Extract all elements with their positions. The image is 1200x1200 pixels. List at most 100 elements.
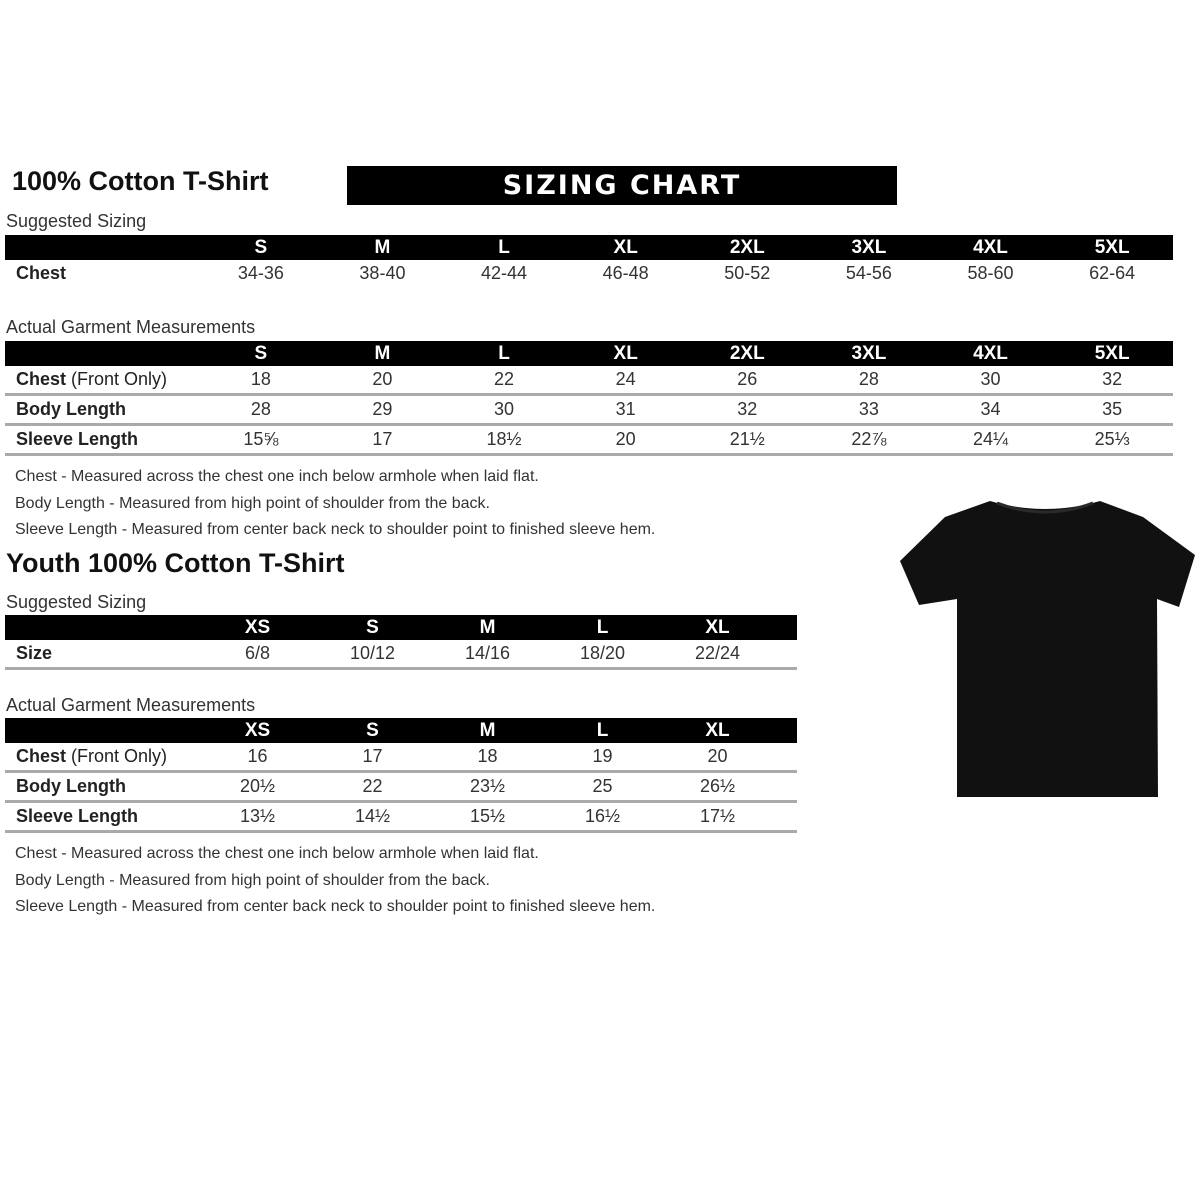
youth-notes: Chest - Measured across the chest one in… [15, 841, 655, 921]
size-header: M [430, 718, 545, 743]
size-header: 4XL [929, 341, 1052, 366]
header-blank [5, 615, 200, 640]
youth-suggested-table: XS S M L XL Size 6/8 10/12 14/16 18/20 22/24 [5, 615, 797, 670]
table-row: Body Length 20½ 22 23½ 25 26½ [5, 771, 797, 803]
table-cell: 20½ [200, 771, 315, 803]
row-label-text: Body Length [16, 399, 126, 419]
note-chest: Chest - Measured across the chest one in… [15, 468, 539, 485]
size-header: S [315, 615, 430, 640]
table-cell: 24¼ [929, 424, 1052, 456]
adult-title: 100% Cotton T-Shirt [12, 166, 269, 196]
table-cell: 26 [686, 366, 809, 396]
table-cell: 32 [1051, 366, 1173, 396]
size-header: XS [200, 718, 315, 743]
row-label: Body Length [5, 394, 201, 426]
table-row: Chest (Front Only) 16 17 18 19 20 [5, 743, 797, 773]
adult-actual-table: S M L XL 2XL 3XL 4XL 5XL Chest (Front Only) 18 20 2… [5, 341, 1173, 456]
size-header: 3XL [808, 341, 930, 366]
table-cell: 54-56 [845, 263, 892, 283]
header-blank [775, 615, 797, 640]
table-cell: 18/20 [545, 640, 660, 670]
table-cell: 33 [808, 394, 930, 426]
table-cell: 32 [686, 394, 809, 426]
table-cell: 18 [430, 743, 545, 773]
header-blank [5, 341, 201, 366]
size-header: 5XL [1051, 235, 1173, 260]
header-blank [5, 235, 201, 260]
table-cell: 22/24 [660, 640, 775, 670]
row-label-text: Body Length [16, 776, 126, 796]
adult-notes: Chest - Measured across the chest one in… [15, 464, 655, 544]
size-header: M [430, 615, 545, 640]
table-cell: 21½ [686, 424, 809, 456]
row-label-text: Chest [16, 263, 67, 283]
table-cell: 22⅞ [808, 424, 930, 456]
size-header-row: XS S M L XL [5, 615, 797, 640]
table-cell: 15⅝ [200, 424, 322, 456]
note-sleeve-length: Sleeve Length - Measured from center bac… [15, 898, 656, 915]
size-header: S [200, 235, 322, 260]
table-cell: 22 [315, 771, 430, 803]
table-cell: 13½ [200, 801, 315, 833]
note-chest: Chest - Measured across the chest one in… [15, 845, 539, 862]
youth-suggested-label: Suggested Sizing [6, 592, 147, 612]
youth-title: Youth 100% Cotton T-Shirt [6, 548, 345, 578]
table-row: Body Length 28 29 30 31 32 33 34 35 [5, 394, 1173, 426]
table-cell: 14½ [315, 801, 430, 833]
row-label: Sleeve Length [5, 801, 200, 833]
row-label: Size [5, 640, 200, 670]
table-cell: 20 [321, 366, 444, 396]
size-header: S [200, 341, 322, 366]
table-row: Sleeve Length 13½ 14½ 15½ 16½ 17½ [5, 801, 797, 833]
table-cell: 30 [443, 394, 565, 426]
row-label-text: Chest [16, 369, 67, 389]
table-cell: 18½ [443, 424, 565, 456]
size-header: L [545, 615, 660, 640]
table-cell: 22 [443, 366, 565, 396]
table-cell: 17 [321, 424, 444, 456]
table-cell: 34-36 [237, 263, 284, 283]
table-cell: 10/12 [315, 640, 430, 670]
sizing-chart-banner: SIZING CHART [347, 166, 897, 205]
table-cell: 62-64 [1089, 263, 1136, 283]
table-cell-blank [775, 801, 797, 833]
table-cell: 29 [321, 394, 444, 426]
table-cell: 35 [1051, 394, 1173, 426]
size-header: XS [200, 615, 315, 640]
size-header: L [443, 341, 565, 366]
size-header: 4XL [929, 235, 1052, 260]
table-cell: 20 [564, 424, 687, 456]
table-cell: 25 [545, 771, 660, 803]
adult-suggested-label: Suggested Sizing [6, 211, 147, 231]
size-header: XL [660, 718, 775, 743]
row-label: Chest (Front Only) [5, 743, 200, 773]
row-label-suffix: (Front Only) [66, 746, 168, 766]
size-header: L [545, 718, 660, 743]
row-label-text: Chest [16, 746, 67, 766]
table-cell: 26½ [660, 771, 775, 803]
size-header: M [321, 235, 444, 260]
table-cell-blank [775, 640, 797, 670]
row-label-text: Sleeve Length [16, 806, 139, 826]
note-body-length: Body Length - Measured from high point o… [15, 494, 490, 512]
row-label: Sleeve Length [5, 424, 201, 456]
row-label: Chest (Front Only) [5, 366, 201, 396]
row-label: Body Length [5, 771, 200, 803]
size-header-row: S M L XL 2XL 3XL 4XL 5XL [5, 235, 1173, 260]
table-cell: 20 [660, 743, 775, 773]
note-body-length: Body Length - Measured from high point o… [15, 871, 490, 889]
table-cell: 17 [315, 743, 430, 773]
row-label-text: Sleeve Length [16, 429, 139, 449]
table-cell-blank [775, 743, 797, 773]
table-cell: 18 [200, 366, 322, 396]
table-cell: 30 [929, 366, 1052, 396]
table-cell: 16½ [545, 801, 660, 833]
size-header: 5XL [1051, 341, 1173, 366]
youth-actual-table: XS S M L XL Chest (Front Only) 16 17 18 19 20 Body … [5, 718, 797, 833]
table-cell: 6/8 [200, 640, 315, 670]
header-blank [775, 718, 797, 743]
table-row: Sleeve Length 15⅝ 17 18½ 20 21½ 22⅞ 24¼ 25⅓ [5, 424, 1173, 456]
table-row: Size 6/8 10/12 14/16 18/20 22/24 [5, 640, 797, 670]
table-cell: 46-48 [602, 263, 649, 283]
table-cell: 50-52 [724, 263, 771, 283]
